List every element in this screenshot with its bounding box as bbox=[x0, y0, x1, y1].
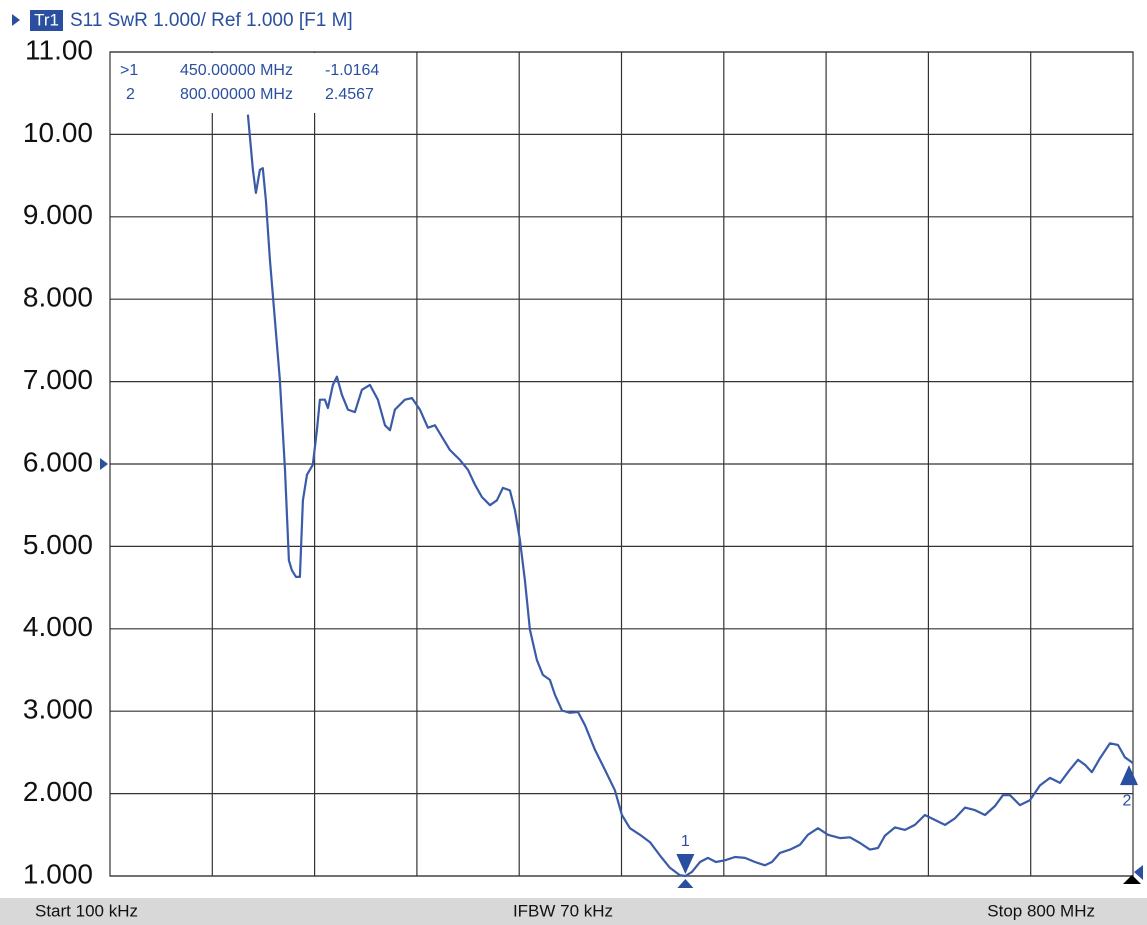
y-tick-label: 11.00 bbox=[25, 34, 93, 65]
y-tick-label: 7.000 bbox=[23, 364, 93, 395]
marker-readout: 800.00000 MHz bbox=[180, 86, 293, 103]
y-tick-label: 5.000 bbox=[23, 529, 93, 560]
marker-label: 2 bbox=[1123, 792, 1132, 809]
trace-arrow bbox=[12, 14, 20, 26]
marker-readout: 450.00000 MHz bbox=[180, 62, 293, 79]
marker-label: 1 bbox=[681, 833, 690, 850]
marker-stimulus bbox=[677, 879, 694, 888]
grid bbox=[109, 51, 1134, 877]
marker-readout: >1 bbox=[120, 62, 138, 79]
trace-line bbox=[246, 114, 1134, 878]
y-tick-label: 6.000 bbox=[23, 446, 93, 477]
chart-title: S11 SwR 1.000/ Ref 1.000 [F1 M] bbox=[70, 10, 353, 31]
y-tick-label: 8.000 bbox=[23, 282, 93, 313]
marker-triangle bbox=[676, 854, 695, 874]
y-tick-label: 9.000 bbox=[23, 199, 93, 230]
marker-triangle bbox=[1120, 765, 1138, 786]
footer-stop: Stop 800 MHz bbox=[987, 901, 1095, 920]
marker-table-box bbox=[111, 53, 396, 113]
y-tick-label: 1.000 bbox=[23, 858, 93, 889]
marker-table: >1 450.00000 MHz -1.0164 2 800.00000 MHz 2.45… bbox=[120, 62, 379, 103]
corner-arrow bbox=[1123, 875, 1141, 884]
y-tick-label: 10.00 bbox=[23, 117, 93, 148]
footer-ifbw: IFBW 70 kHz bbox=[513, 901, 613, 920]
footer-start: Start 100 kHz bbox=[35, 901, 138, 920]
trace-badge: Tr1 bbox=[34, 10, 59, 29]
y-tick-label: 3.000 bbox=[23, 694, 93, 725]
marker-readout: 2.4567 bbox=[325, 86, 374, 103]
marker-readout: 2 bbox=[126, 86, 135, 103]
corner-arrow bbox=[1134, 865, 1143, 880]
trace-layer bbox=[246, 114, 1134, 878]
y-tick-label: 2.000 bbox=[23, 776, 93, 807]
ref-arrow bbox=[100, 458, 108, 470]
marker-readout: -1.0164 bbox=[325, 62, 379, 79]
trace-badge-box bbox=[30, 10, 63, 31]
y-tick-label: 4.000 bbox=[23, 611, 93, 642]
footer-bar bbox=[0, 898, 1147, 925]
